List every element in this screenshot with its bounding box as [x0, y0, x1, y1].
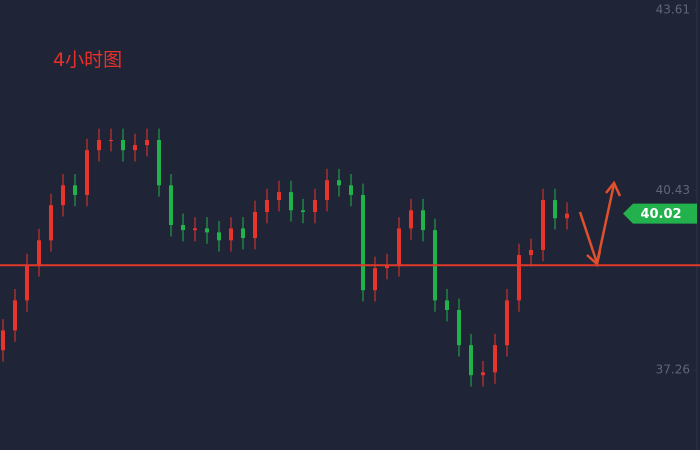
candle-body [517, 255, 521, 301]
candle-body [445, 300, 449, 311]
arrow-head [586, 250, 602, 267]
candle-body [529, 249, 533, 256]
candle-body [349, 185, 353, 195]
candle-body [13, 300, 17, 331]
last-price-tag [623, 203, 697, 224]
candle-body [205, 228, 209, 233]
candle-body [301, 210, 305, 212]
candle-body [325, 180, 329, 201]
candle-body [181, 225, 185, 231]
last-price-label: 40.02 [640, 207, 681, 222]
candle-body [133, 145, 137, 151]
arrow-head [605, 180, 622, 197]
y-tick-label: 43.61 [656, 3, 690, 17]
candle-body [265, 200, 269, 212]
candle-body [481, 372, 485, 376]
candle-body [493, 345, 497, 373]
candle-body [313, 200, 317, 212]
y-tick-label: 40.43 [656, 183, 690, 197]
candle-body [169, 185, 173, 225]
candle-body [73, 185, 77, 195]
arrows [578, 180, 622, 268]
plot [1, 128, 569, 387]
candle-body [49, 205, 53, 241]
candle-body [193, 228, 197, 231]
candle-body [541, 200, 545, 250]
candle-body [289, 192, 293, 211]
candle-body [241, 228, 245, 239]
candle-body [553, 200, 557, 219]
candle-body [373, 268, 377, 291]
candle-body [229, 228, 233, 241]
candle-body [505, 300, 509, 346]
candle-body [421, 210, 425, 231]
candle-body [25, 265, 29, 301]
candle-body [109, 139, 113, 141]
candle-body [37, 240, 41, 266]
candle-body [337, 180, 341, 186]
candle-body [145, 139, 149, 146]
candle-body [361, 194, 365, 291]
candle-body [157, 139, 161, 186]
candle-body [457, 310, 461, 346]
candle-body [469, 345, 473, 376]
candle-body [121, 139, 125, 151]
chart-title: 4小时图 [53, 49, 122, 71]
candle-body [97, 139, 101, 151]
candle-body [385, 265, 389, 269]
candle-body [277, 192, 281, 201]
candle-body [85, 150, 89, 195]
candle-body [253, 211, 257, 239]
candle-body [397, 228, 401, 266]
y-tick-label: 37.26 [656, 363, 690, 377]
candle-body [217, 232, 221, 241]
candle-body [61, 185, 65, 206]
candle-body [409, 210, 413, 229]
candle-body [565, 213, 569, 219]
candle-body [1, 330, 5, 351]
